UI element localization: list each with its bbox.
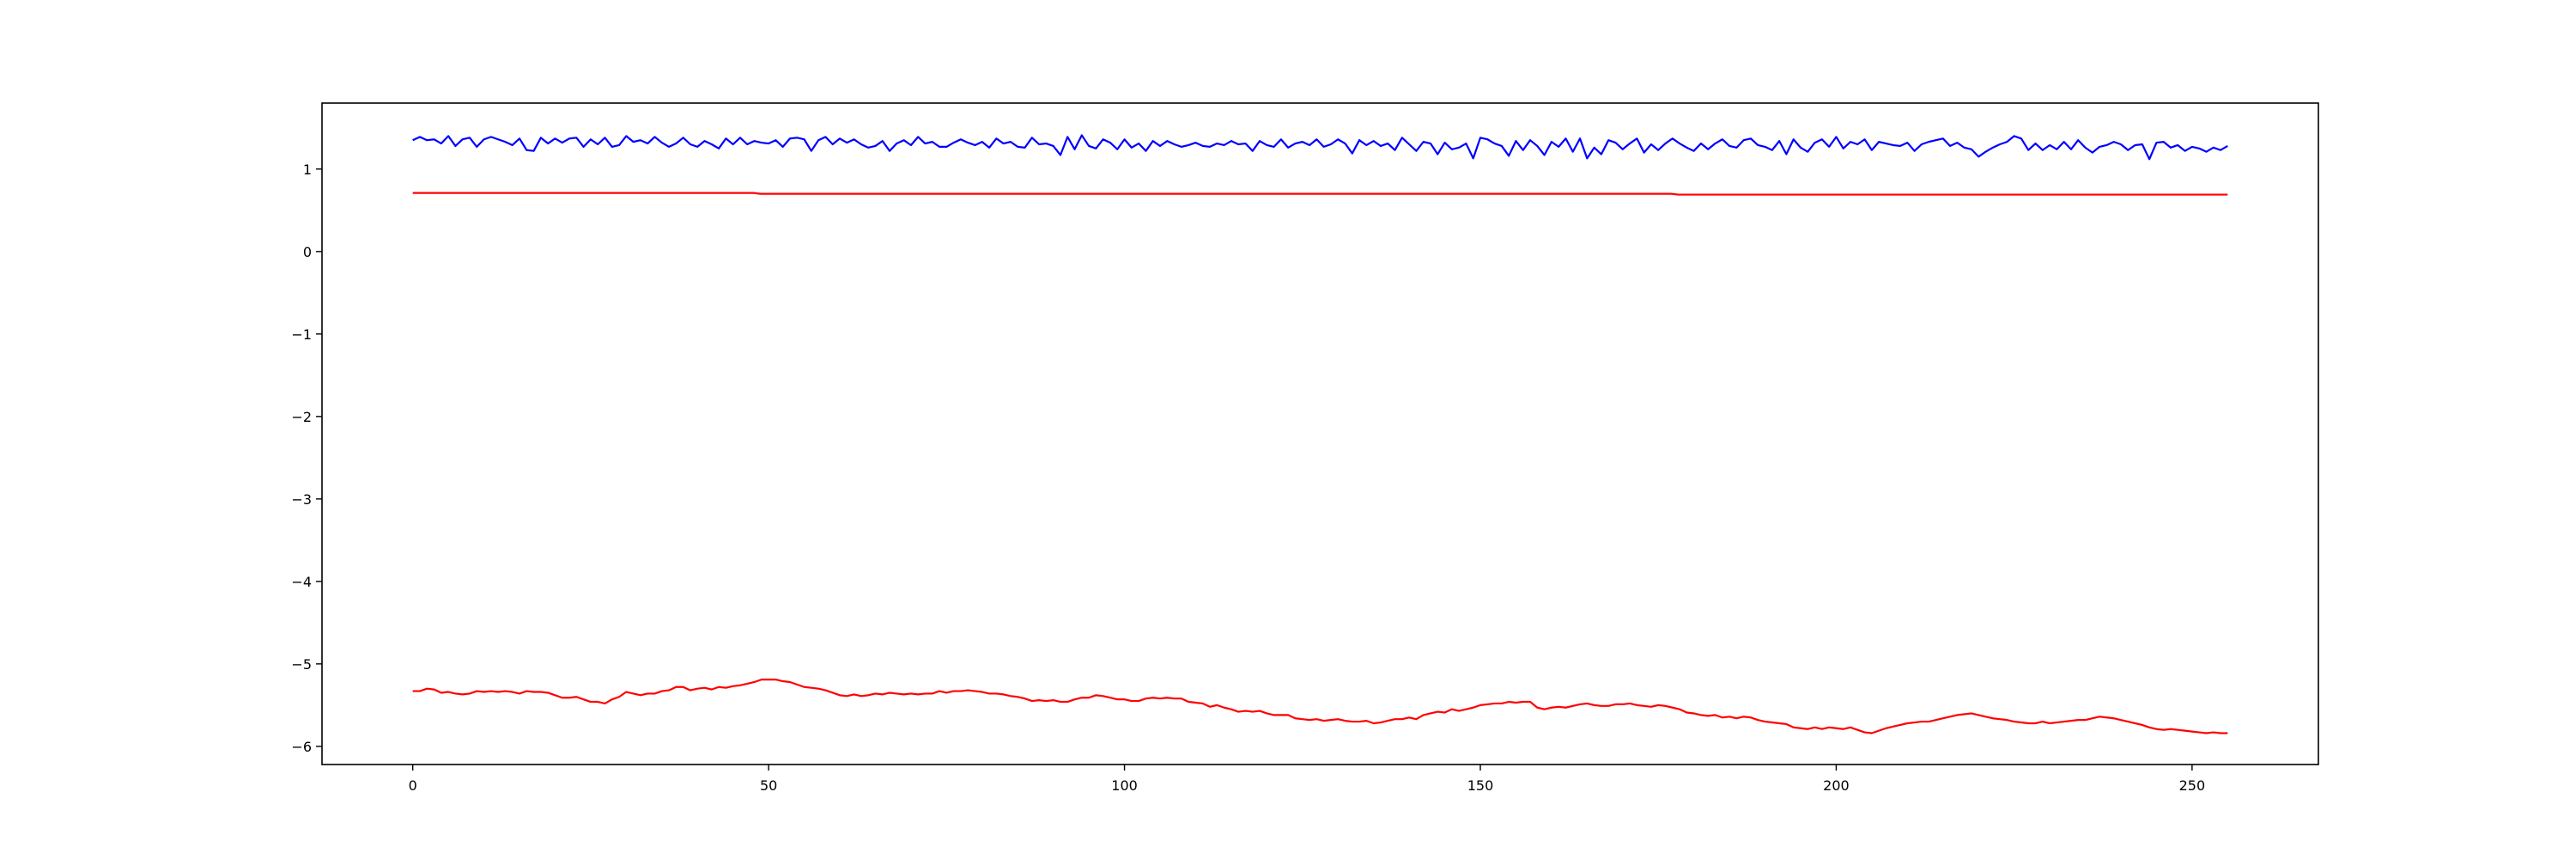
x-tick-label: 150 bbox=[1467, 777, 1494, 794]
x-tick-label: 100 bbox=[1111, 777, 1138, 794]
series-line-2 bbox=[412, 192, 2228, 196]
y-tick-label: −3 bbox=[291, 491, 312, 508]
y-tick-label: −1 bbox=[291, 326, 312, 343]
y-axis: 1 0 −1 −2 −3 −4 −5 −6 bbox=[291, 161, 322, 755]
x-tick-label: 50 bbox=[760, 777, 777, 794]
x-tick-label: 250 bbox=[2179, 777, 2206, 794]
x-axis: 0 50 100 150 200 250 bbox=[409, 765, 2206, 794]
y-tick-label: 0 bbox=[303, 244, 312, 260]
y-tick-label: −2 bbox=[291, 409, 312, 425]
series-line-3 bbox=[412, 679, 2228, 734]
x-tick-label: 200 bbox=[1823, 777, 1850, 794]
y-tick-label: −6 bbox=[291, 739, 312, 755]
series-line-1 bbox=[412, 134, 2228, 161]
y-tick-label: −5 bbox=[291, 656, 312, 673]
x-tick-label: 0 bbox=[409, 777, 417, 794]
series-layer bbox=[412, 134, 2228, 734]
y-tick-label: −4 bbox=[291, 574, 312, 590]
y-tick-label: 1 bbox=[303, 161, 312, 178]
plot-area-frame bbox=[321, 102, 2319, 765]
